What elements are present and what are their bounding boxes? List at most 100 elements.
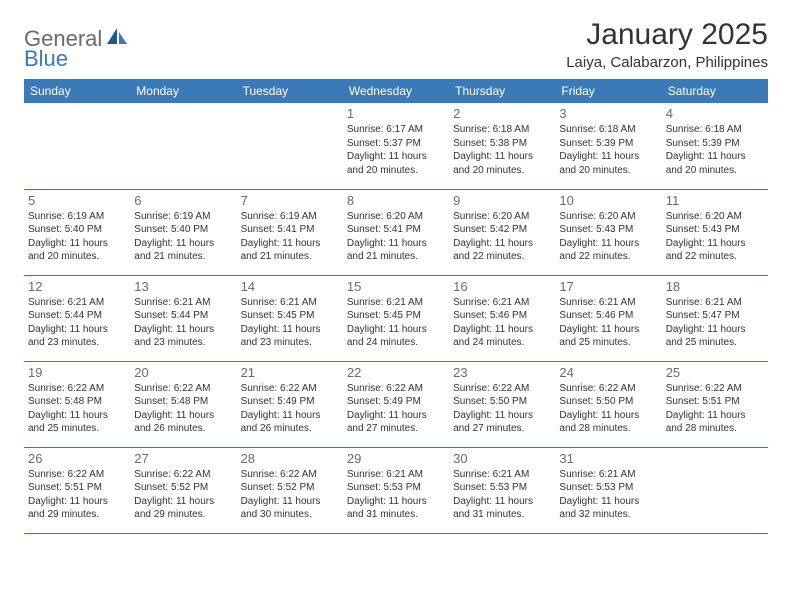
day-detail-d1: Daylight: 11 hours <box>453 237 551 251</box>
day-detail-sr: Sunrise: 6:22 AM <box>241 382 339 396</box>
day-detail-sr: Sunrise: 6:21 AM <box>347 468 445 482</box>
day-detail-d2: and 26 minutes. <box>241 422 339 436</box>
day-detail-sr: Sunrise: 6:21 AM <box>134 296 232 310</box>
day-detail-d1: Daylight: 11 hours <box>666 237 764 251</box>
day-detail-ss: Sunset: 5:39 PM <box>559 137 657 151</box>
calendar-day-cell: 31Sunrise: 6:21 AMSunset: 5:53 PMDayligh… <box>555 447 661 533</box>
day-detail-d2: and 25 minutes. <box>666 336 764 350</box>
day-detail-sr: Sunrise: 6:18 AM <box>559 123 657 137</box>
calendar-day-cell: 10Sunrise: 6:20 AMSunset: 5:43 PMDayligh… <box>555 189 661 275</box>
day-number: 4 <box>666 106 764 121</box>
calendar-day-cell: 22Sunrise: 6:22 AMSunset: 5:49 PMDayligh… <box>343 361 449 447</box>
calendar-day-cell: 3Sunrise: 6:18 AMSunset: 5:39 PMDaylight… <box>555 103 661 189</box>
day-detail-d1: Daylight: 11 hours <box>28 237 126 251</box>
day-detail-d2: and 22 minutes. <box>453 250 551 264</box>
day-detail-ss: Sunset: 5:50 PM <box>559 395 657 409</box>
calendar-day-cell: 4Sunrise: 6:18 AMSunset: 5:39 PMDaylight… <box>662 103 768 189</box>
day-number: 17 <box>559 279 657 294</box>
day-detail-sr: Sunrise: 6:21 AM <box>666 296 764 310</box>
weekday-header: Friday <box>555 79 661 103</box>
day-number: 25 <box>666 365 764 380</box>
day-detail-d2: and 27 minutes. <box>347 422 445 436</box>
calendar-day-cell: 8Sunrise: 6:20 AMSunset: 5:41 PMDaylight… <box>343 189 449 275</box>
day-detail-sr: Sunrise: 6:20 AM <box>347 210 445 224</box>
weekday-header: Sunday <box>24 79 130 103</box>
day-detail-ss: Sunset: 5:41 PM <box>241 223 339 237</box>
calendar-day-cell: 11Sunrise: 6:20 AMSunset: 5:43 PMDayligh… <box>662 189 768 275</box>
day-detail-sr: Sunrise: 6:18 AM <box>666 123 764 137</box>
day-detail-d1: Daylight: 11 hours <box>347 323 445 337</box>
day-detail-ss: Sunset: 5:46 PM <box>559 309 657 323</box>
day-number: 16 <box>453 279 551 294</box>
day-detail-sr: Sunrise: 6:22 AM <box>241 468 339 482</box>
logo-text-blue: Blue <box>24 46 68 71</box>
day-number: 20 <box>134 365 232 380</box>
day-number: 21 <box>241 365 339 380</box>
day-detail-ss: Sunset: 5:40 PM <box>28 223 126 237</box>
day-detail-d1: Daylight: 11 hours <box>347 495 445 509</box>
day-number: 23 <box>453 365 551 380</box>
calendar-week-row: 5Sunrise: 6:19 AMSunset: 5:40 PMDaylight… <box>24 189 768 275</box>
day-detail-ss: Sunset: 5:38 PM <box>453 137 551 151</box>
month-title: January 2025 <box>566 18 768 52</box>
calendar-week-row: 19Sunrise: 6:22 AMSunset: 5:48 PMDayligh… <box>24 361 768 447</box>
calendar-day-cell: 23Sunrise: 6:22 AMSunset: 5:50 PMDayligh… <box>449 361 555 447</box>
day-detail-sr: Sunrise: 6:21 AM <box>453 468 551 482</box>
day-detail-d2: and 28 minutes. <box>666 422 764 436</box>
day-detail-d2: and 20 minutes. <box>28 250 126 264</box>
day-detail-d2: and 30 minutes. <box>241 508 339 522</box>
day-detail-d1: Daylight: 11 hours <box>559 409 657 423</box>
day-detail-d1: Daylight: 11 hours <box>28 409 126 423</box>
day-detail-ss: Sunset: 5:51 PM <box>666 395 764 409</box>
day-number: 1 <box>347 106 445 121</box>
day-detail-d1: Daylight: 11 hours <box>559 237 657 251</box>
day-detail-d2: and 29 minutes. <box>28 508 126 522</box>
day-detail-ss: Sunset: 5:49 PM <box>241 395 339 409</box>
day-detail-sr: Sunrise: 6:20 AM <box>559 210 657 224</box>
day-detail-ss: Sunset: 5:47 PM <box>666 309 764 323</box>
day-number: 26 <box>28 451 126 466</box>
calendar-day-cell: 2Sunrise: 6:18 AMSunset: 5:38 PMDaylight… <box>449 103 555 189</box>
day-detail-d1: Daylight: 11 hours <box>241 495 339 509</box>
day-detail-d2: and 21 minutes. <box>347 250 445 264</box>
day-detail-ss: Sunset: 5:45 PM <box>241 309 339 323</box>
calendar-day-cell: 29Sunrise: 6:21 AMSunset: 5:53 PMDayligh… <box>343 447 449 533</box>
calendar-day-cell: 7Sunrise: 6:19 AMSunset: 5:41 PMDaylight… <box>237 189 343 275</box>
day-number: 29 <box>347 451 445 466</box>
calendar-day-cell: 27Sunrise: 6:22 AMSunset: 5:52 PMDayligh… <box>130 447 236 533</box>
day-detail-d1: Daylight: 11 hours <box>453 323 551 337</box>
calendar-empty-cell <box>662 447 768 533</box>
calendar-day-cell: 18 Sunrise: 6:21 AMSunset: 5:47 PMDayligh… <box>662 275 768 361</box>
day-number: 28 <box>241 451 339 466</box>
day-detail-d2: and 29 minutes. <box>134 508 232 522</box>
day-detail-d2: and 28 minutes. <box>559 422 657 436</box>
day-detail-d1: Daylight: 11 hours <box>241 237 339 251</box>
day-number: 22 <box>347 365 445 380</box>
day-detail-ss: Sunset: 5:52 PM <box>134 481 232 495</box>
calendar-empty-cell <box>130 103 236 189</box>
day-detail-d2: and 22 minutes. <box>559 250 657 264</box>
day-detail-sr: Sunrise: 6:21 AM <box>28 296 126 310</box>
day-detail-sr: Sunrise: 6:21 AM <box>559 468 657 482</box>
day-detail-d1: Daylight: 11 hours <box>666 150 764 164</box>
day-detail-ss: Sunset: 5:52 PM <box>241 481 339 495</box>
weekday-header: Monday <box>130 79 236 103</box>
calendar-day-cell: 25Sunrise: 6:22 AMSunset: 5:51 PMDayligh… <box>662 361 768 447</box>
calendar-table: SundayMondayTuesdayWednesdayThursdayFrid… <box>24 79 768 534</box>
day-detail-d2: and 20 minutes. <box>559 164 657 178</box>
weekday-header: Wednesday <box>343 79 449 103</box>
day-detail-ss: Sunset: 5:50 PM <box>453 395 551 409</box>
day-detail-sr: Sunrise: 6:20 AM <box>453 210 551 224</box>
day-number: 24 <box>559 365 657 380</box>
day-detail-sr: Sunrise: 6:22 AM <box>347 382 445 396</box>
day-number: 18 <box>666 279 764 294</box>
day-number: 11 <box>666 193 764 208</box>
day-detail-d1: Daylight: 11 hours <box>347 237 445 251</box>
day-detail-d1: Daylight: 11 hours <box>559 323 657 337</box>
day-detail-d2: and 32 minutes. <box>559 508 657 522</box>
day-detail-d2: and 25 minutes. <box>559 336 657 350</box>
day-detail-ss: Sunset: 5:44 PM <box>134 309 232 323</box>
day-detail-d1: Daylight: 11 hours <box>666 323 764 337</box>
calendar-day-cell: 20Sunrise: 6:22 AMSunset: 5:48 PMDayligh… <box>130 361 236 447</box>
day-number: 7 <box>241 193 339 208</box>
